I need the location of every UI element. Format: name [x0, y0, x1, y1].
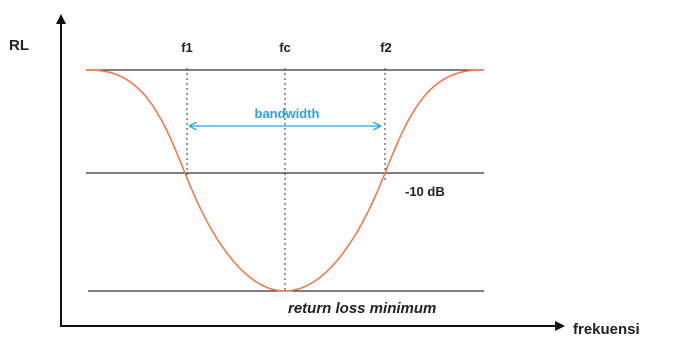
return-loss-curve	[85, 69, 485, 292]
f2-label: f2	[380, 40, 392, 55]
x-axis-label: frekuensi	[573, 321, 640, 338]
return-loss-minimum-label: return loss minimum	[288, 300, 436, 317]
fc-label: fc	[279, 40, 291, 55]
f1-label: f1	[181, 40, 193, 55]
bandwidth-label: bandwidth	[255, 106, 320, 121]
y-axis-label: RL	[9, 37, 29, 54]
threshold-label: -10 dB	[405, 184, 445, 199]
